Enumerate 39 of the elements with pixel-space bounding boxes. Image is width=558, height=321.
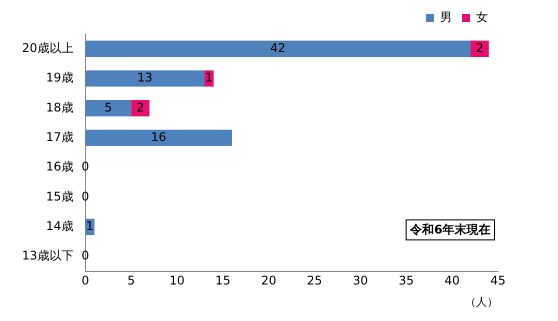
bar — [85, 70, 205, 87]
y-tick-label: 17歳 — [46, 130, 74, 144]
data-label: 42 — [270, 40, 286, 55]
x-tick-label: 25 — [306, 274, 322, 288]
y-tick-label: 18歳 — [46, 100, 74, 114]
x-tick-label: 35 — [398, 274, 414, 288]
x-tick-label: 30 — [352, 274, 368, 288]
data-label: 2 — [136, 100, 144, 114]
legend-label: 男 — [440, 10, 452, 24]
x-tick-label: 10 — [169, 274, 185, 288]
legend-label: 女 — [476, 10, 488, 24]
bar — [470, 40, 489, 57]
data-label: 16 — [151, 130, 166, 144]
bar — [131, 100, 150, 116]
x-tick-label: 45 — [490, 274, 506, 288]
x-tick-label: 40 — [444, 274, 460, 288]
bar — [85, 40, 470, 57]
x-tick-label: 20 — [261, 274, 276, 288]
x-tick-label: 15 — [215, 274, 230, 288]
y-tick-label: 16歳 — [46, 160, 74, 174]
data-label: 1 — [86, 219, 94, 234]
data-label: 13 — [137, 70, 153, 85]
x-axis-title: （人） — [465, 295, 498, 308]
data-label: 1 — [205, 70, 213, 85]
x-tick-label: 5 — [127, 274, 135, 288]
y-tick-label: 19歳 — [46, 70, 74, 85]
x-tick-label: 0 — [81, 274, 90, 288]
y-tick-label: 14歳 — [46, 219, 74, 234]
bar — [85, 100, 132, 116]
y-tick-label: 15歳 — [46, 189, 74, 204]
y-tick-label: 13歳以下 — [22, 248, 74, 263]
bar — [85, 130, 232, 146]
y-tick-label: 20歳以上 — [22, 40, 74, 55]
annotation: 令和6年末現在 — [409, 222, 491, 237]
data-label: 0 — [81, 248, 90, 263]
data-label: 0 — [81, 189, 90, 204]
data-label: 0 — [81, 160, 90, 174]
data-label: 5 — [104, 100, 112, 114]
data-label: 2 — [476, 40, 484, 55]
